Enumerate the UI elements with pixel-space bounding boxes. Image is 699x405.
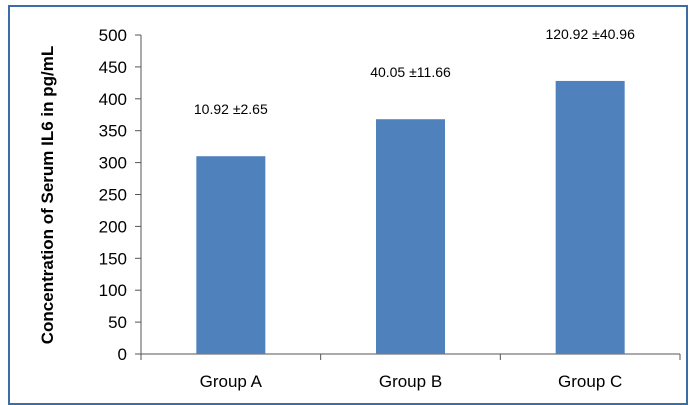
y-tick-label: 450 [99,58,127,77]
y-tick-label: 500 [99,26,127,45]
y-axis-title: Concentration of Serum IL6 in pg/mL [38,46,57,344]
y-tick-label: 0 [118,345,127,364]
bar-group-b [376,119,445,354]
bar-group-a [196,156,266,354]
category-labels: Group A Group B Group C [200,372,623,391]
y-tick-label: 50 [108,313,127,332]
category-label: Group A [200,372,263,391]
y-tick-label: 200 [99,217,127,236]
data-label: 120.92 ±40.96 [545,26,635,42]
y-tick-label: 100 [99,281,127,300]
y-tick-label: 150 [99,249,127,268]
y-axis-ticks: 0 50 100 150 200 250 300 350 400 450 500 [99,26,141,364]
y-tick-label: 400 [99,90,127,109]
data-label: 40.05 ±11.66 [370,64,451,80]
category-label: Group B [379,372,442,391]
bar-group-c [555,80,625,354]
data-label: 10.92 ±2.65 [194,101,268,117]
y-tick-label: 300 [99,154,127,173]
category-label: Group C [558,372,622,391]
bar-series [196,80,625,354]
y-tick-label: 250 [99,186,127,205]
data-labels: 10.92 ±2.65 40.05 ±11.66 120.92 ±40.96 [194,26,635,117]
y-tick-label: 350 [99,122,127,141]
